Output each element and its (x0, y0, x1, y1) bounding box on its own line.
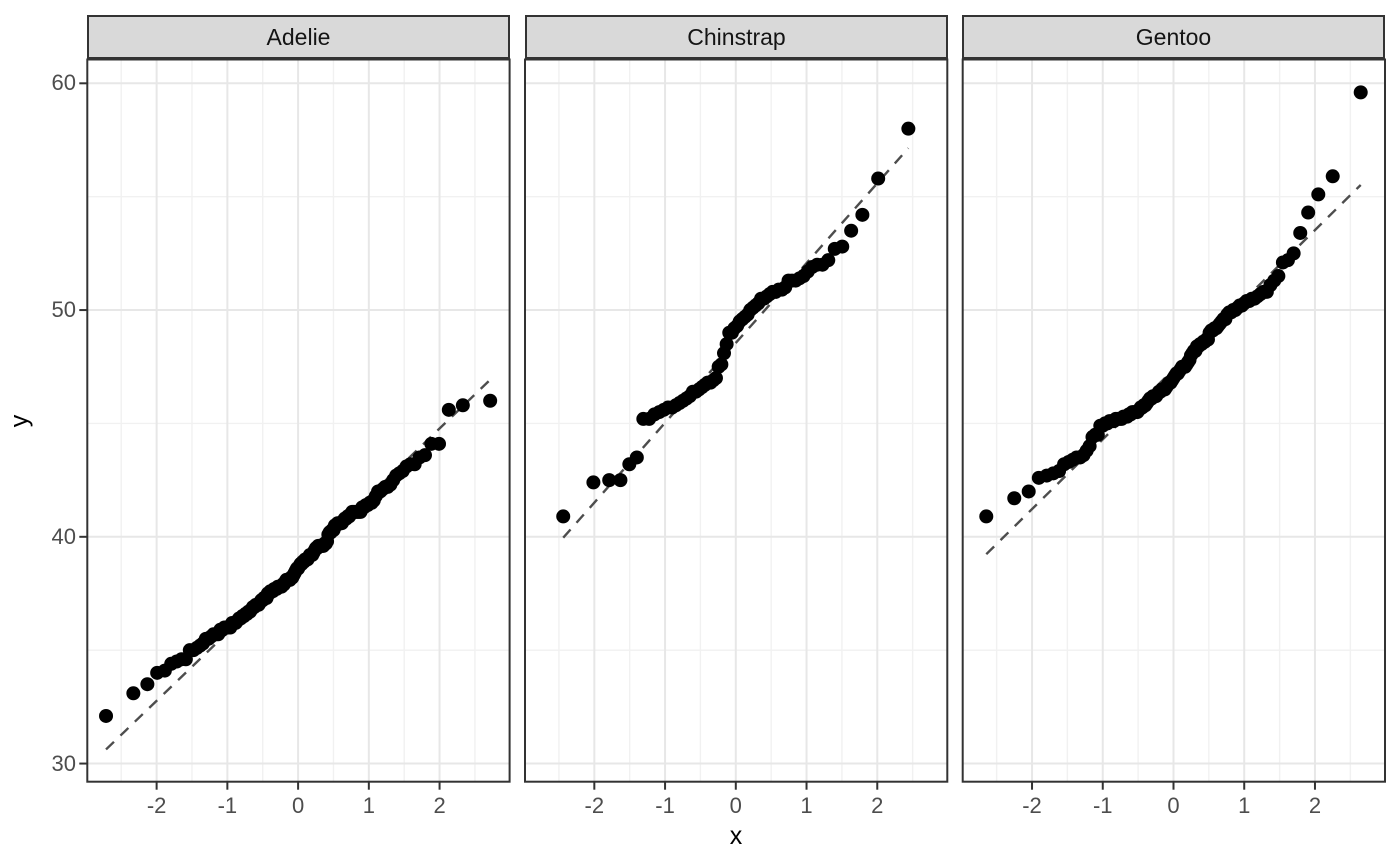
facet-strip-label: Gentoo (1135, 23, 1212, 50)
qq-point (1353, 85, 1368, 100)
qq-point (586, 475, 601, 490)
qq-point (1293, 225, 1308, 240)
y-tick-label: 50 (51, 297, 76, 323)
qq-point (1301, 205, 1316, 220)
facet-strip-adelie: Adelie (87, 15, 510, 59)
x-tick-label: 2 (871, 793, 884, 818)
qq-point (441, 402, 456, 417)
y-axis-title: y (5, 414, 34, 428)
qq-point (1007, 491, 1022, 506)
qq-point (556, 509, 571, 524)
x-tick-label: -2 (584, 793, 605, 818)
x-tick-label: 0 (1167, 793, 1180, 818)
qq-point (855, 207, 870, 222)
qq-point (871, 171, 886, 186)
qq-point (629, 450, 644, 465)
x-tick-label: -2 (146, 793, 167, 818)
x-tick-label: 0 (729, 793, 742, 818)
qq-point (455, 398, 470, 413)
qq-point (126, 686, 141, 701)
qq-point (901, 121, 916, 136)
qq-point (708, 371, 723, 386)
qq-point (1286, 246, 1301, 261)
qq-point (140, 677, 155, 692)
qq-point (979, 509, 994, 524)
qq-point (432, 436, 447, 451)
qq-point (1271, 269, 1286, 284)
x-axis-title: x (729, 822, 743, 850)
qq-point (1325, 169, 1340, 184)
qq-point (99, 708, 114, 723)
qq-point (835, 239, 850, 254)
x-tick-label: -2 (1022, 793, 1042, 818)
y-tick-label: 60 (51, 70, 76, 96)
qq-point (602, 473, 617, 488)
qq-reference-line (562, 147, 910, 539)
x-tick-label: 1 (1238, 793, 1251, 818)
facet-strip-label: Adelie (266, 23, 331, 50)
x-tick-label: -1 (1092, 793, 1113, 818)
qq-point (821, 253, 836, 268)
x-tick-label: 2 (433, 793, 446, 818)
facet-strip-label: Chinstrap (687, 23, 786, 50)
y-tick-label: 30 (51, 750, 76, 776)
y-tick-label: 40 (51, 523, 76, 549)
qq-point (483, 393, 498, 408)
qq-point (613, 473, 628, 488)
qq-point (714, 357, 729, 372)
x-tick-label: -1 (655, 793, 675, 818)
qq-point (719, 337, 734, 352)
x-tick-label: 1 (362, 793, 375, 818)
x-tick-label: 0 (291, 793, 305, 818)
x-tick-label: 2 (1308, 793, 1322, 818)
qq-point (844, 223, 859, 238)
qq-point (1311, 187, 1326, 202)
facet-strip-gentoo: Gentoo (962, 15, 1385, 59)
qq-point (417, 448, 432, 463)
facet-strip-chinstrap: Chinstrap (525, 15, 948, 59)
qq-point (1021, 484, 1036, 499)
x-tick-label: -1 (217, 793, 238, 818)
x-tick-label: 1 (800, 793, 813, 818)
